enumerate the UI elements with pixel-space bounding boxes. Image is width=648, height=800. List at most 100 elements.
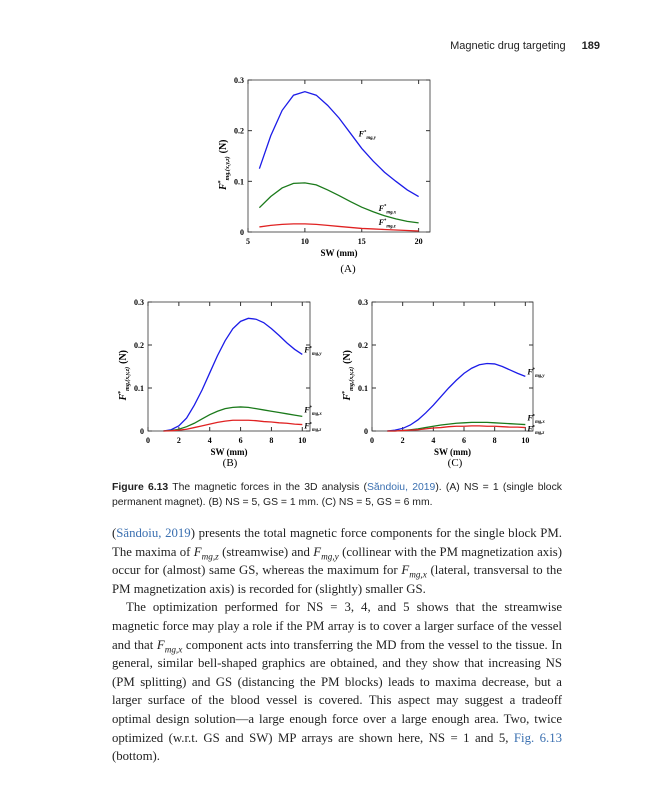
x-tick-label: 2 — [177, 436, 181, 445]
data-line — [258, 90, 419, 198]
x-tick-label: 10 — [521, 436, 529, 445]
figure-label: Figure 6.13 — [112, 482, 169, 493]
panel-label: (A) — [340, 263, 356, 275]
superscript: * — [533, 414, 536, 419]
x-tick-label: 2 — [401, 436, 405, 445]
citation-link[interactable]: Fig. 6.13 — [513, 730, 562, 745]
superscript: * — [118, 391, 124, 394]
symbol: F — [358, 130, 365, 139]
symbol-label: F*mg,(x,y,z) (N) — [342, 350, 355, 402]
subscript: mg,x — [409, 569, 427, 580]
symbol-label: F*mg,(x,y,z) (N) — [218, 139, 231, 191]
x-tick-label: 6 — [239, 436, 243, 445]
x-tick-label: 15 — [358, 237, 366, 246]
text-run: ). (A) NS = 1 (single block permanent ma… — [112, 482, 562, 508]
symbol-label: F*mg,x — [526, 414, 545, 425]
subscript: mg,y — [535, 374, 545, 379]
superscript: * — [533, 425, 536, 430]
x-tick-label: 0 — [370, 436, 374, 445]
plot-frame — [247, 79, 431, 233]
text-run: (lateral, transversal to the PM magnetiz… — [112, 563, 563, 596]
superscript: * — [533, 368, 536, 373]
y-tick-label: 0.2 — [234, 127, 244, 136]
y-tick-label: 0.1 — [234, 177, 244, 186]
symbol-label: F*mg,x — [303, 405, 322, 416]
page-number: 189 — [581, 40, 600, 52]
x-axis-label: SW (mm) — [434, 447, 471, 457]
symbol: F — [526, 414, 533, 423]
symbol-label: F*mg,z — [303, 422, 321, 433]
plot-frame — [371, 301, 534, 432]
text-run: (streamwise) and — [218, 544, 314, 559]
y-tick-label: 0.2 — [358, 341, 368, 350]
y-tick-label: 0.3 — [234, 76, 244, 85]
symbol-label: F*mg,(x,y,z) (N) — [118, 350, 131, 402]
text-run: component acts into transferring the MD … — [112, 637, 562, 745]
data-line — [163, 406, 303, 432]
text-run: ( — [112, 526, 117, 540]
data-line — [258, 182, 419, 224]
symbol: F — [526, 367, 533, 376]
paragraph: The optimization performed for NS = 3, 4… — [112, 598, 562, 765]
math-variable: Fmg,x — [157, 638, 182, 654]
symbol: F — [303, 345, 310, 354]
text-run: The magnetic forces in the 3D analysis ( — [168, 482, 367, 493]
x-tick-label: 8 — [493, 436, 497, 445]
y-tick-label: 0.3 — [358, 298, 368, 307]
superscript: * — [218, 180, 224, 183]
variable: F — [313, 544, 322, 559]
subscript: mg,x — [535, 420, 545, 425]
x-tick-label: 10 — [298, 436, 306, 445]
x-tick-label: 4 — [431, 436, 435, 445]
subscript: mg,(x,y,z) — [224, 156, 231, 180]
subscript: mg,(x,y,z) — [124, 367, 131, 391]
symbol-label: F*mg,y — [358, 130, 377, 141]
x-axis-label: SW (mm) — [210, 447, 247, 457]
x-tick-label: 4 — [208, 436, 212, 445]
data-line — [163, 419, 303, 432]
math-variable: Fmg,x — [401, 563, 427, 580]
subscript: mg,x — [312, 412, 322, 417]
subscript: mg,y — [321, 551, 339, 562]
running-title: Magnetic drug targeting — [450, 40, 566, 52]
superscript: * — [310, 346, 313, 351]
data-line — [163, 317, 303, 432]
citation-link[interactable]: Săndoiu, 2019 — [116, 526, 191, 540]
subscript: mg,z — [535, 431, 544, 436]
unit: (N) — [218, 139, 229, 153]
x-tick-label: 0 — [146, 436, 150, 445]
math-variable: Fmg,y — [313, 544, 339, 562]
text-run: (bottom). — [112, 749, 160, 764]
data-line — [259, 223, 419, 232]
figure-caption: Figure 6.13 The magnetic forces in the 3… — [112, 480, 562, 510]
variable: F — [401, 563, 410, 578]
plot-frame — [147, 301, 311, 432]
y-tick-label: 0 — [140, 427, 144, 436]
body-text: (Săndoiu, 2019) presents the total magne… — [112, 524, 562, 766]
subscript: mg,z — [201, 551, 219, 562]
text-run: ) presents the total magnetic force comp… — [112, 526, 562, 559]
symbol: F — [378, 204, 385, 213]
text-run: (collinear with the PM magnetization axi… — [112, 544, 563, 578]
subscript: mg,y — [366, 136, 376, 141]
x-tick-label: 10 — [301, 237, 309, 246]
superscript: * — [310, 422, 313, 427]
symbol-label: F*mg,y — [526, 367, 545, 378]
symbol-label: F*mg,z — [526, 425, 544, 436]
variable: F — [193, 544, 202, 559]
panel-label: (C) — [448, 457, 463, 469]
running-header: Magnetic drug targeting 189 — [450, 40, 600, 52]
superscript: * — [342, 391, 348, 394]
superscript: * — [384, 205, 387, 210]
y-tick-label: 0.1 — [134, 384, 144, 393]
text-run: The optimization performed for NS = 3, 4… — [112, 600, 562, 652]
y-tick-label: 0 — [364, 427, 368, 436]
superscript: * — [310, 406, 313, 411]
subscript: mg,x — [386, 210, 396, 215]
citation-link[interactable]: Săndoiu, 2019 — [366, 482, 436, 493]
math-variable: Fmg,z — [193, 544, 219, 562]
data-line — [387, 425, 526, 432]
